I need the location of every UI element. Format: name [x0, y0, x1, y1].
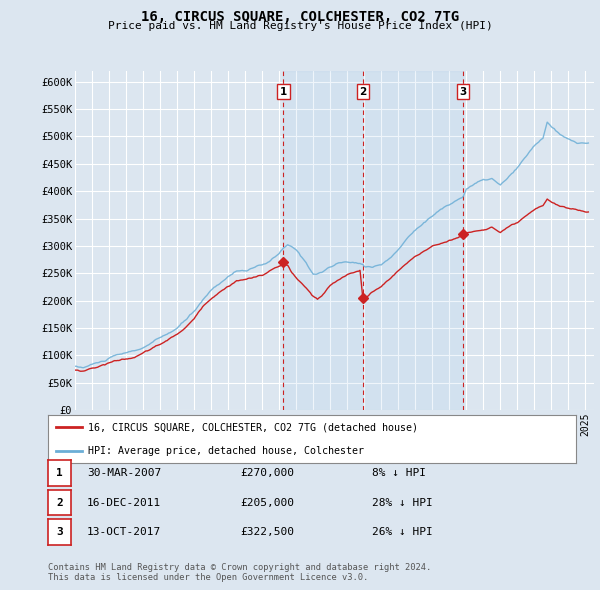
- Text: 1: 1: [280, 87, 287, 97]
- Text: HPI: Average price, detached house, Colchester: HPI: Average price, detached house, Colc…: [88, 445, 364, 455]
- Text: £205,000: £205,000: [240, 498, 294, 507]
- Text: 2: 2: [359, 87, 367, 97]
- Text: 26% ↓ HPI: 26% ↓ HPI: [372, 527, 433, 537]
- Text: Price paid vs. HM Land Registry's House Price Index (HPI): Price paid vs. HM Land Registry's House …: [107, 21, 493, 31]
- Text: 3: 3: [56, 527, 63, 537]
- Text: 28% ↓ HPI: 28% ↓ HPI: [372, 498, 433, 507]
- Text: 3: 3: [459, 87, 466, 97]
- Text: 1: 1: [56, 468, 63, 478]
- Text: 13-OCT-2017: 13-OCT-2017: [87, 527, 161, 537]
- Text: £270,000: £270,000: [240, 468, 294, 478]
- Text: 16, CIRCUS SQUARE, COLCHESTER, CO2 7TG: 16, CIRCUS SQUARE, COLCHESTER, CO2 7TG: [141, 10, 459, 24]
- Text: 8% ↓ HPI: 8% ↓ HPI: [372, 468, 426, 478]
- Text: £322,500: £322,500: [240, 527, 294, 537]
- Bar: [283, 71, 463, 410]
- Text: 16-DEC-2011: 16-DEC-2011: [87, 498, 161, 507]
- Text: 16, CIRCUS SQUARE, COLCHESTER, CO2 7TG (detached house): 16, CIRCUS SQUARE, COLCHESTER, CO2 7TG (…: [88, 422, 418, 432]
- Text: Contains HM Land Registry data © Crown copyright and database right 2024.
This d: Contains HM Land Registry data © Crown c…: [48, 563, 431, 582]
- Text: 2: 2: [56, 498, 63, 507]
- Text: 30-MAR-2007: 30-MAR-2007: [87, 468, 161, 478]
